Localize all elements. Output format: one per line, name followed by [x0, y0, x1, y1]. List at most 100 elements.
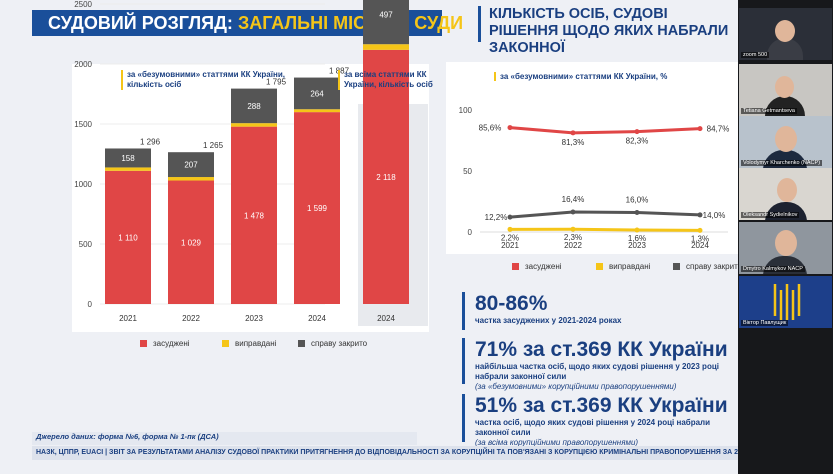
series-point: [507, 125, 513, 131]
stat-block-2: 71% за ст.369 КК України найбільша частк…: [462, 338, 732, 391]
series-point: [570, 130, 576, 136]
x-tick-label: 2024: [377, 314, 395, 323]
bar-convicted: [105, 170, 151, 304]
stat-headline: 71% за ст.369 КК України: [475, 338, 728, 361]
series-point: [697, 212, 703, 218]
bar-convicted: [294, 112, 340, 305]
participant-face: [775, 76, 794, 98]
legend-swatch: [222, 340, 229, 347]
participant-video[interactable]: zoom 500: [739, 8, 832, 60]
data-label: 1,6%: [628, 234, 646, 243]
stat-note: (за всіма корупційними правопорушеннями): [475, 438, 639, 447]
series-line-1: [509, 227, 701, 232]
data-label: 1,3%: [691, 234, 709, 243]
data-label: 81,3%: [562, 138, 585, 147]
participant-video[interactable]: Dmytro Kalmykov NACP: [739, 222, 832, 274]
series-point: [697, 126, 703, 132]
bar-convicted: [231, 126, 277, 304]
x-tick-label: 2023: [245, 314, 263, 323]
stat-headline: 51% за ст.369 КК України: [475, 394, 728, 417]
title-main: СУДОВИЙ РОЗГЛЯД:: [48, 13, 238, 33]
bar-convicted: [363, 49, 409, 305]
stat-block-3: 51% за ст.369 КК України частка осіб, що…: [462, 394, 732, 447]
bar-total-label: 1 265: [203, 141, 224, 150]
line-legend-closed: справу закрито: [673, 262, 738, 271]
legend-acquitted: виправдані: [222, 339, 276, 348]
participant-video[interactable]: Volodymyr Kharchenko (NACP): [739, 116, 832, 168]
participant-video[interactable]: Tetiana Getmantseva: [739, 64, 832, 116]
series-point: [570, 226, 576, 232]
line-legend-convicted: засуджені: [512, 262, 562, 271]
bar-chart-subtitle: за «безумовними» статтями КК України, кі…: [121, 70, 311, 90]
y-tick-label: 100: [459, 106, 473, 115]
x-tick-label: 2022: [564, 241, 582, 250]
bar-acquitted: [231, 123, 277, 127]
legend-swatch: [512, 263, 519, 270]
bar-value-label: 497: [379, 10, 393, 19]
x-tick-label: 2024: [691, 241, 709, 250]
stat-description: найбільша частка осіб, щодо яких судові …: [475, 362, 719, 381]
bar-closed: [168, 152, 214, 178]
legend-swatch: [596, 263, 603, 270]
x-tick-label: 2021: [501, 241, 519, 250]
y-tick-label: 0: [88, 300, 93, 309]
legend-label: виправдані: [235, 339, 277, 348]
bar-acquitted: [168, 177, 214, 181]
bar-convicted: [168, 180, 214, 304]
participant-name: Volodymyr Kharchenko (NACP): [741, 160, 823, 166]
x-tick-label: 2021: [119, 314, 137, 323]
x-tick-label: 2022: [182, 314, 200, 323]
bar-value-label: 2 118: [376, 173, 396, 182]
participant-name: Dmytro Kalmykov NACP: [741, 266, 805, 272]
stat-note: (за «безумовними» корупційними правопору…: [475, 382, 677, 391]
bar-closed: [105, 148, 151, 168]
bar-value-label: 1 478: [244, 211, 265, 220]
bar-total-label: 1 296: [140, 137, 161, 146]
data-label: 2,3%: [564, 233, 582, 242]
participant-face: [775, 20, 795, 42]
series-point: [634, 227, 640, 233]
line-chart-panel: [446, 62, 738, 254]
y-tick-label: 1000: [74, 180, 92, 189]
bar-chart: 0 500 1000 1500 2000 2500 1 110 158 1 296 2021 1 0…: [74, 0, 428, 326]
data-label: 16,0%: [626, 195, 649, 204]
participant-name: zoom 500: [741, 52, 770, 58]
nacp-logo-icon: [773, 284, 801, 320]
participant-video[interactable]: Віктор Павлущик: [739, 276, 832, 328]
bar-acquitted: [294, 109, 340, 113]
participant-video[interactable]: Oleksandr Sydielnikov: [739, 168, 832, 220]
bar-closed: [231, 88, 277, 124]
series-point: [634, 129, 640, 135]
line-legend-acquitted: виправдані: [596, 262, 650, 271]
participants-panel: zoom 500 Tetiana Getmantseva Volodymyr K…: [738, 0, 833, 474]
bar-value-label: 158: [121, 154, 135, 163]
bar-value-label: 288: [247, 102, 261, 111]
y-tick-label: 2000: [74, 60, 92, 69]
stat-block-1: 80-86% частка засуджених у 2021-2024 рок…: [462, 292, 732, 330]
y-tick-label: 500: [79, 240, 93, 249]
data-label: 84,7%: [707, 125, 730, 134]
x-tick-label: 2023: [628, 241, 646, 250]
stat-description: частка засуджених у 2021-2024 роках: [475, 316, 622, 325]
legend-label: виправдані: [609, 262, 651, 271]
x-tick-label: 2024: [308, 314, 326, 323]
legend-label: справу закрито: [686, 262, 738, 271]
line-chart: 0 50 100 85,6% 81,3% 82,3% 84,7% 2,2% 2,3% 1,6% 1,…: [459, 106, 730, 250]
bar-acquitted: [363, 44, 409, 50]
series-point: [570, 209, 576, 215]
data-label: 14,0%: [703, 211, 726, 220]
presentation-slide: СУДОВИЙ РОЗГЛЯД: ЗАГАЛЬНІ МІСЦЕВІ СУДИ К…: [0, 0, 738, 474]
series-point: [507, 214, 513, 220]
bar-value-label: 1 029: [181, 238, 202, 247]
participant-name: Tetiana Getmantseva: [741, 108, 797, 114]
bar-value-label: 1 110: [118, 233, 138, 242]
bar-value-label: 207: [184, 161, 198, 170]
y-tick-label: 50: [463, 167, 472, 176]
legend-label: засуджені: [153, 339, 190, 348]
series-line-2: [509, 210, 701, 219]
data-label: 82,3%: [626, 137, 649, 146]
bar-closed: [294, 77, 340, 110]
stat-headline: 80-86%: [475, 292, 548, 315]
bar-total-label: 1 795: [266, 78, 287, 87]
participant-face: [775, 230, 797, 256]
